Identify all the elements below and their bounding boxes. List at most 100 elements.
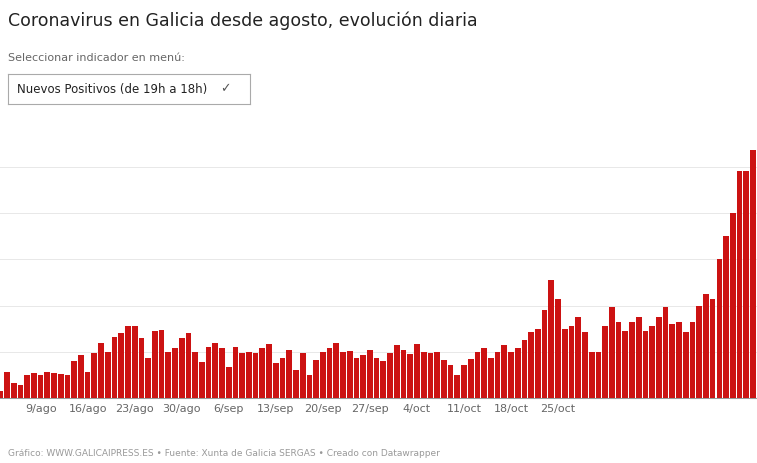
Bar	[273, 363, 279, 398]
Bar	[717, 259, 722, 398]
Bar	[730, 213, 736, 398]
Text: Coronavirus en Galicia desde agosto, evolución diaria: Coronavirus en Galicia desde agosto, evo…	[8, 12, 477, 30]
Bar	[360, 356, 366, 398]
Bar	[226, 367, 232, 398]
Bar	[92, 353, 97, 398]
Bar	[327, 348, 332, 398]
Bar	[166, 352, 171, 398]
Bar	[662, 307, 668, 398]
Bar	[743, 171, 749, 398]
Bar	[139, 338, 145, 398]
Bar	[152, 331, 157, 398]
Text: ✓: ✓	[220, 82, 230, 96]
Text: Gráfico: WWW.GALICAIPRESS.ES • Fuente: Xunta de Galicia SERGAS • Creado con Data: Gráfico: WWW.GALICAIPRESS.ES • Fuente: X…	[8, 450, 440, 458]
Bar	[266, 344, 272, 398]
Bar	[246, 352, 252, 398]
Text: Nuevos Positivos (de 19h a 18h): Nuevos Positivos (de 19h a 18h)	[17, 82, 207, 96]
Bar	[71, 361, 77, 398]
Bar	[239, 353, 245, 398]
Bar	[528, 332, 534, 398]
Bar	[185, 333, 192, 398]
Bar	[394, 345, 400, 398]
Bar	[4, 371, 10, 398]
Bar	[435, 352, 440, 398]
Bar	[414, 344, 420, 398]
Bar	[213, 343, 218, 398]
Bar	[589, 352, 594, 398]
Bar	[596, 352, 601, 398]
Bar	[615, 322, 621, 398]
Bar	[98, 343, 104, 398]
Bar	[703, 294, 709, 398]
Bar	[575, 317, 581, 398]
Bar	[354, 357, 360, 398]
Bar	[603, 326, 608, 398]
Bar	[125, 326, 131, 398]
Bar	[220, 348, 225, 398]
Bar	[64, 375, 70, 398]
Bar	[0, 391, 3, 398]
Bar	[307, 375, 312, 398]
Bar	[159, 330, 164, 398]
Bar	[232, 347, 238, 398]
Bar	[105, 352, 111, 398]
Bar	[293, 370, 299, 398]
Bar	[468, 359, 474, 398]
Bar	[636, 317, 642, 398]
Bar	[407, 354, 413, 398]
Bar	[145, 357, 151, 398]
Bar	[515, 348, 521, 398]
Bar	[609, 307, 615, 398]
Bar	[643, 331, 648, 398]
Bar	[374, 357, 379, 398]
Bar	[253, 353, 258, 398]
Bar	[179, 338, 185, 398]
Bar	[495, 352, 500, 398]
Bar	[192, 352, 198, 398]
Bar	[690, 322, 696, 398]
Bar	[31, 373, 36, 398]
Bar	[347, 351, 353, 398]
Bar	[622, 331, 628, 398]
Bar	[461, 365, 467, 398]
Bar	[542, 310, 547, 398]
Bar	[669, 324, 675, 398]
Bar	[535, 329, 540, 398]
Bar	[38, 375, 43, 398]
Bar	[172, 348, 178, 398]
Bar	[696, 306, 702, 398]
Bar	[387, 353, 393, 398]
Bar	[367, 350, 372, 398]
Bar	[723, 236, 729, 398]
Bar	[656, 317, 662, 398]
Bar	[58, 374, 64, 398]
Bar	[118, 333, 124, 398]
Bar	[488, 357, 494, 398]
Bar	[522, 340, 528, 398]
Bar	[475, 352, 480, 398]
Bar	[206, 347, 211, 398]
Bar	[78, 356, 84, 398]
Bar	[676, 322, 682, 398]
Text: Seleccionar indicador en menú:: Seleccionar indicador en menú:	[8, 53, 185, 63]
Bar	[501, 345, 507, 398]
Bar	[400, 350, 407, 398]
Bar	[132, 326, 138, 398]
Bar	[629, 322, 635, 398]
Bar	[300, 353, 306, 398]
Bar	[454, 375, 460, 398]
Bar	[24, 375, 30, 398]
Bar	[683, 332, 689, 398]
Bar	[421, 352, 426, 398]
Bar	[562, 329, 568, 398]
Bar	[340, 352, 346, 398]
Bar	[85, 371, 91, 398]
Bar	[582, 332, 587, 398]
Bar	[17, 385, 23, 398]
Bar	[428, 353, 433, 398]
Bar	[381, 361, 386, 398]
Bar	[51, 373, 57, 398]
Bar	[710, 299, 715, 398]
Bar	[508, 352, 514, 398]
Bar	[569, 326, 575, 398]
